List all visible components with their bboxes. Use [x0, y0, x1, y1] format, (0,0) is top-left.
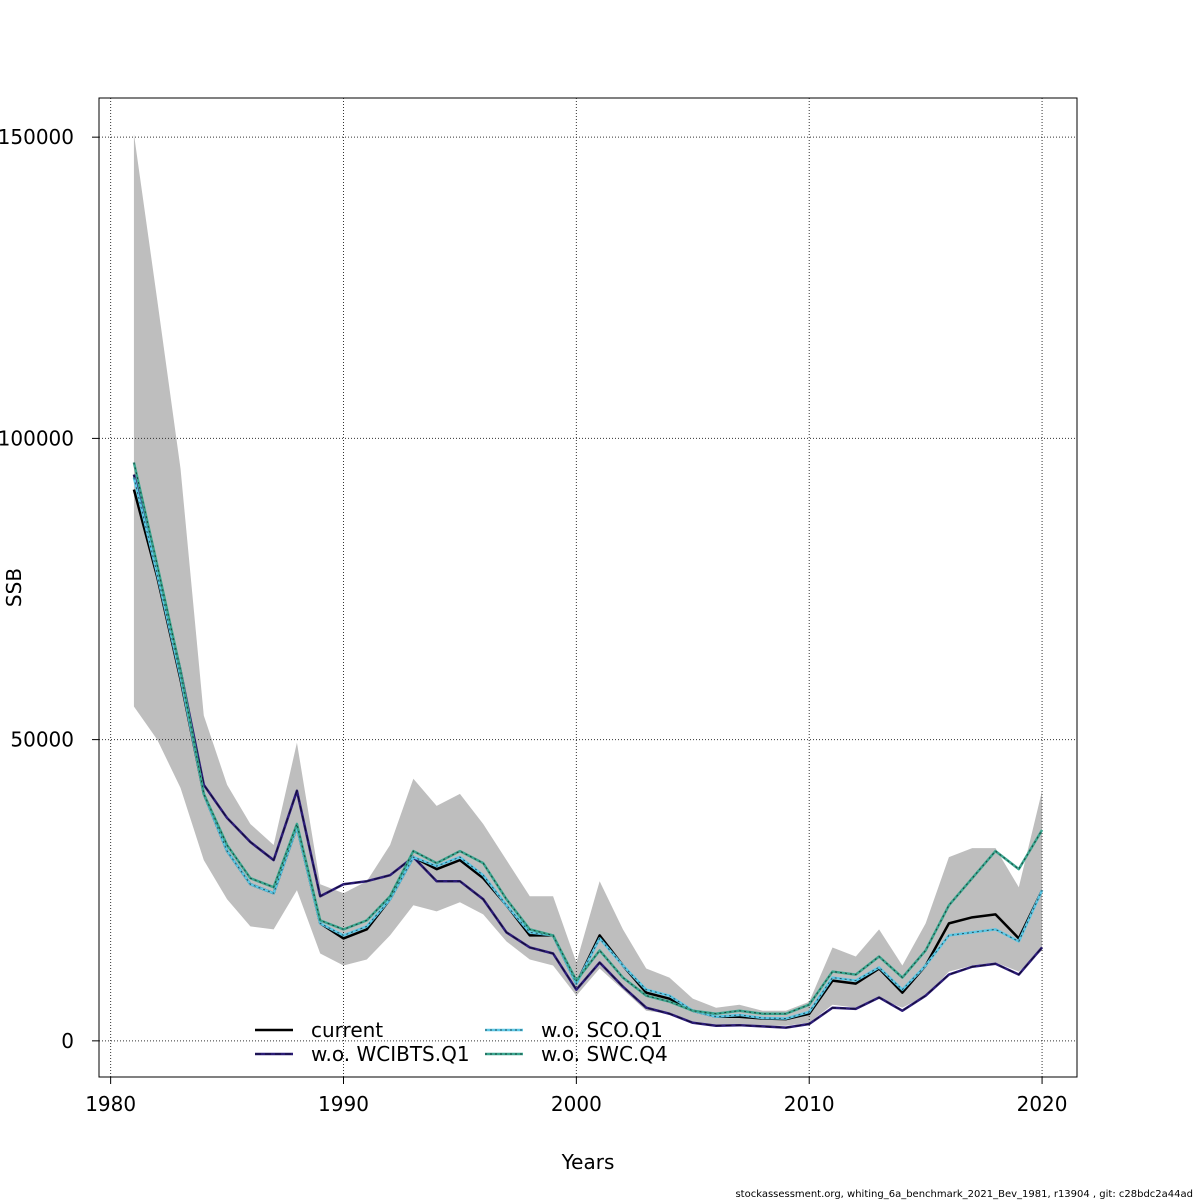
series-line-overlay-1 [133, 474, 1043, 1029]
y-tick-label-0: 0 [61, 1029, 74, 1053]
legend-label-w-o-swc-q4: w.o. SWC.Q4 [541, 1042, 668, 1066]
y-axis-title: SSB [2, 568, 26, 607]
y-tick-label-50000: 50000 [10, 728, 74, 752]
x-axis-title: Years [561, 1150, 615, 1174]
footer-credit: stockassessment.org, whiting_6a_benchmar… [735, 1189, 1193, 1200]
y-tick-label-150000: 150000 [0, 125, 74, 149]
legend-label-w-o-wcibts-q1: w.o. WCIBTS.Q1 [311, 1042, 470, 1066]
x-tick-label-2020: 2020 [1017, 1092, 1068, 1116]
series-line-overlay-2 [133, 477, 1043, 1020]
legend-label-w-o-sco-q1: w.o. SCO.Q1 [541, 1018, 663, 1042]
legend-label-current: current [311, 1018, 383, 1042]
series-layer [132, 462, 1044, 1029]
confidence-band [133, 134, 1043, 1026]
axis-layer: 1980 1990 2000 2010 2020 0 50000 100000 150000 [0, 125, 1068, 1116]
confidence-band-layer [133, 134, 1043, 1026]
grid-layer [99, 98, 1077, 1077]
x-tick-label-2000: 2000 [551, 1092, 602, 1116]
plot-frame [98, 97, 1078, 1078]
y-tick-label-100000: 100000 [0, 426, 74, 450]
x-tick-label-2010: 2010 [784, 1092, 835, 1116]
x-tick-label-1990: 1990 [318, 1092, 369, 1116]
series-line-overlay-3 [133, 462, 1043, 1015]
x-tick-label-1980: 1980 [85, 1092, 136, 1116]
